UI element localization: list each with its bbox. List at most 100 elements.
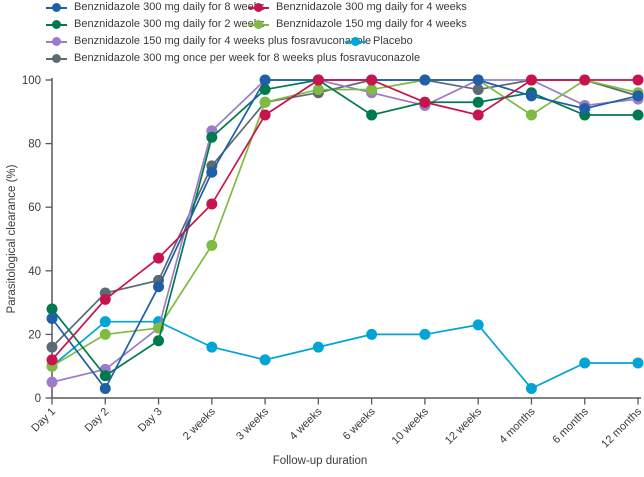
x-tick-label: Day 3: [136, 406, 165, 435]
data-point: [259, 354, 271, 366]
series-line: [51, 79, 638, 361]
x-tick-label: 6 months: [550, 405, 591, 446]
data-point: [312, 84, 324, 96]
y-tick-label: 100: [22, 75, 41, 87]
data-point: [153, 252, 165, 264]
data-point: [99, 293, 111, 305]
data-point: [99, 316, 111, 328]
chart-legend: Benznidazole 300 mg daily for 8 weeks Be…: [0, 0, 644, 72]
data-point: [206, 198, 218, 210]
data-point: [366, 74, 378, 86]
y-tick-label: 20: [28, 329, 41, 341]
legend-label: Benznidazole 300 mg daily for 2 weeks: [74, 18, 265, 30]
data-point: [632, 357, 644, 369]
series-benznidazole-300-mg-daily-for-4-weeks: [46, 74, 644, 366]
data-point: [632, 90, 644, 102]
data-point: [366, 109, 378, 121]
legend-label: Benznidazole 300 mg daily for 4 weeks: [276, 1, 467, 13]
data-point: [46, 341, 58, 353]
series-line: [51, 79, 639, 367]
legend-item: Benznidazole 150 mg daily for 4 weeks pl…: [46, 35, 371, 48]
data-point: [472, 84, 484, 96]
data-point: [259, 74, 271, 86]
series-benznidazole-150-mg-daily-for-4-weeks: [46, 74, 644, 372]
y-tick-label: 40: [28, 266, 41, 278]
data-point: [419, 328, 431, 340]
data-point: [366, 84, 378, 96]
legend-marker-icon: [46, 37, 67, 46]
y-tick-label: 60: [28, 202, 41, 214]
data-point: [259, 84, 271, 96]
data-point: [419, 96, 431, 108]
series-benznidazole-300-mg-daily-for-2-weeks: [46, 74, 644, 382]
data-point: [525, 90, 537, 102]
data-point: [312, 341, 324, 353]
data-point: [46, 354, 58, 366]
legend-item: Benznidazole 300 mg once per week for 8 …: [46, 52, 420, 65]
legend-item: Placebo: [345, 35, 413, 48]
legend-marker-icon: [345, 37, 366, 46]
legend-label: Benznidazole 300 mg daily for 8 weeks: [74, 1, 265, 13]
data-point: [259, 109, 271, 121]
data-point: [579, 357, 591, 369]
series-line: [51, 320, 638, 390]
legend-label: Placebo: [373, 35, 413, 47]
legend-label: Benznidazole 150 mg daily for 4 weeks pl…: [74, 35, 372, 47]
data-point: [259, 96, 271, 108]
legend-marker-icon: [46, 20, 67, 29]
data-point: [206, 131, 218, 143]
x-tick-label: 4 weeks: [287, 405, 324, 442]
data-point: [419, 74, 431, 86]
series-line: [51, 79, 639, 383]
x-axis-title: Follow-up duration: [273, 455, 368, 467]
data-point: [632, 109, 644, 121]
data-point: [99, 328, 111, 340]
series-line: [51, 79, 638, 377]
legend-marker-icon: [46, 54, 67, 63]
y-tick-label: 0: [35, 393, 41, 405]
data-point: [472, 96, 484, 108]
data-point: [153, 335, 165, 347]
data-point: [579, 74, 591, 86]
x-tick-label: 12 months: [599, 405, 644, 450]
series-line: [51, 79, 639, 348]
legend-marker-icon: [248, 20, 269, 29]
data-point: [472, 319, 484, 331]
data-point: [206, 239, 218, 251]
data-point: [525, 382, 537, 394]
data-point: [153, 281, 165, 293]
legend-label: Benznidazole 300 mg once per week for 8 …: [74, 52, 421, 64]
data-point: [472, 74, 484, 86]
y-axis-title: Parasitological clearance (%): [6, 164, 18, 313]
legend-marker-icon: [248, 3, 269, 12]
data-point: [99, 370, 111, 382]
x-tick-label: 6 weeks: [341, 405, 378, 442]
legend-label: Benznidazole 150 mg daily for 4 weeks: [276, 18, 467, 30]
legend-item: Benznidazole 300 mg daily for 8 weeks: [46, 1, 265, 14]
data-point: [312, 74, 324, 86]
legend-marker-icon: [46, 3, 67, 12]
x-tick-label: 10 weeks: [390, 405, 432, 447]
x-tick-label: Day 1: [29, 406, 58, 435]
x-tick-label: 3 weeks: [234, 405, 271, 442]
data-point: [46, 303, 58, 315]
x-tick-label: 4 months: [497, 405, 538, 446]
series-benznidazole-300-mg-once-per-week-for-8-weeks-plus-fosravuconazole: [46, 74, 644, 353]
data-point: [206, 341, 218, 353]
data-point: [99, 382, 111, 394]
y-tick-label: 80: [28, 139, 41, 151]
x-tick-label: 12 weeks: [443, 405, 485, 447]
x-tick-label: 2 weeks: [181, 405, 218, 442]
data-point: [632, 74, 644, 86]
axis-lines: [51, 78, 641, 399]
data-point: [46, 376, 58, 388]
data-point: [525, 74, 537, 86]
data-point: [366, 328, 378, 340]
legend-item: Benznidazole 300 mg daily for 2 weeks: [46, 18, 265, 31]
data-point: [206, 166, 218, 178]
data-point: [525, 109, 537, 121]
legend-item: Benznidazole 300 mg daily for 4 weeks: [248, 1, 467, 14]
data-point: [579, 103, 591, 115]
data-point: [472, 109, 484, 121]
